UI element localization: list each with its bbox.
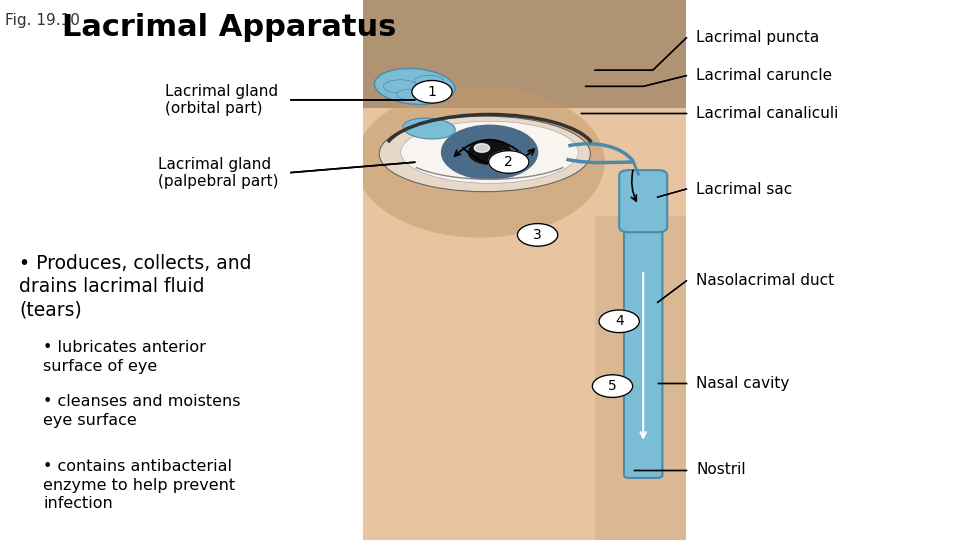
Circle shape (412, 80, 452, 103)
Circle shape (489, 151, 529, 173)
Ellipse shape (396, 89, 423, 100)
FancyBboxPatch shape (619, 170, 667, 232)
Text: Nostril: Nostril (696, 462, 746, 477)
Bar (360, 0, 960, 108)
Ellipse shape (403, 118, 455, 139)
Text: 5: 5 (608, 379, 617, 393)
Ellipse shape (401, 122, 578, 184)
Text: Nasolacrimal duct: Nasolacrimal duct (696, 273, 834, 288)
Text: 4: 4 (614, 314, 624, 328)
Text: Lacrimal gland
(palpebral part): Lacrimal gland (palpebral part) (157, 157, 278, 189)
Ellipse shape (379, 116, 590, 192)
Text: • contains antibacterial
enzyme to help prevent
infection: • contains antibacterial enzyme to help … (43, 459, 235, 511)
Text: Lacrimal gland
(orbital part): Lacrimal gland (orbital part) (165, 84, 278, 116)
FancyBboxPatch shape (624, 224, 662, 478)
Circle shape (474, 144, 490, 152)
Text: 1: 1 (427, 85, 437, 99)
Text: • cleanses and moistens
eye surface: • cleanses and moistens eye surface (43, 394, 241, 428)
Text: Fig. 19.10: Fig. 19.10 (5, 14, 80, 29)
Circle shape (592, 375, 633, 397)
Ellipse shape (355, 86, 605, 238)
Bar (595, 216, 691, 540)
Text: • Produces, collects, and
drains lacrimal fluid
(tears): • Produces, collects, and drains lacrima… (19, 254, 252, 320)
Circle shape (517, 224, 558, 246)
Text: Lacrimal canaliculi: Lacrimal canaliculi (696, 106, 838, 121)
Ellipse shape (383, 80, 417, 93)
Ellipse shape (374, 69, 455, 104)
Bar (360, 0, 960, 540)
Text: • lubricates anterior
surface of eye: • lubricates anterior surface of eye (43, 340, 206, 374)
Text: 2: 2 (504, 155, 514, 169)
Text: Lacrimal sac: Lacrimal sac (696, 181, 792, 197)
Text: Nasal cavity: Nasal cavity (696, 376, 789, 391)
Text: Lacrimal puncta: Lacrimal puncta (696, 30, 819, 45)
Bar (686, 0, 960, 540)
Ellipse shape (415, 75, 444, 87)
Circle shape (442, 125, 538, 179)
Text: Lacrimal caruncle: Lacrimal caruncle (696, 68, 832, 83)
Circle shape (599, 310, 639, 333)
Text: 3: 3 (533, 228, 542, 242)
Circle shape (468, 140, 511, 164)
Text: Lacrimal Apparatus: Lacrimal Apparatus (62, 14, 396, 43)
Bar (0, 0, 363, 540)
